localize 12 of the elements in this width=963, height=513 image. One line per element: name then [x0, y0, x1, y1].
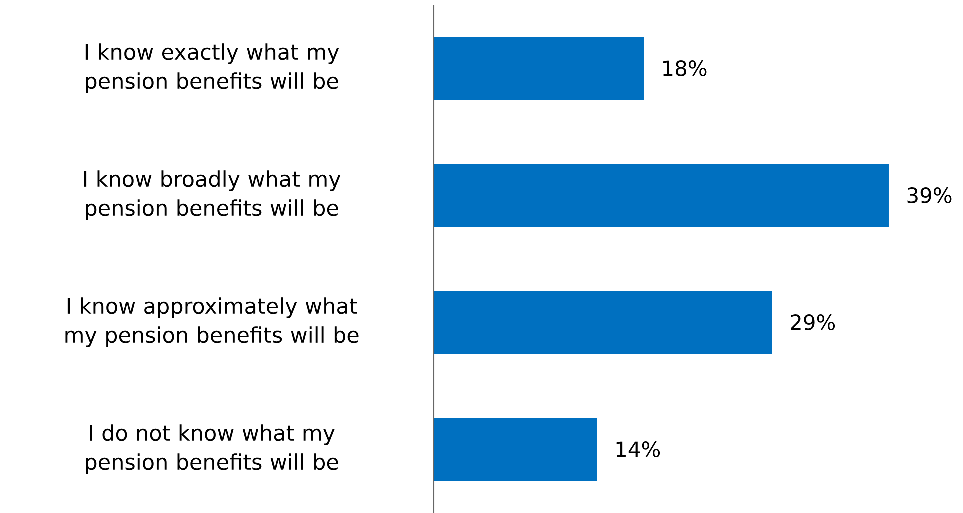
y-tick-label: I know exactly what my pension benefits will be: [86, 44, 340, 94]
data-label: 14%: [616, 442, 660, 458]
y-tick-label: I do not know what my pension benefits will be: [86, 424, 338, 474]
bar: [434, 37, 644, 100]
bar: [434, 418, 598, 481]
data-label: 29%: [791, 314, 836, 330]
bar: [434, 164, 889, 227]
y-tick-label: I know broadly what my pension benefits will be: [84, 170, 341, 220]
data-label: 18%: [664, 60, 707, 76]
bar: [434, 290, 772, 354]
y-tick-label: I know approximately what my pension benefits will be: [66, 298, 359, 348]
data-label: 39%: [908, 188, 952, 204]
